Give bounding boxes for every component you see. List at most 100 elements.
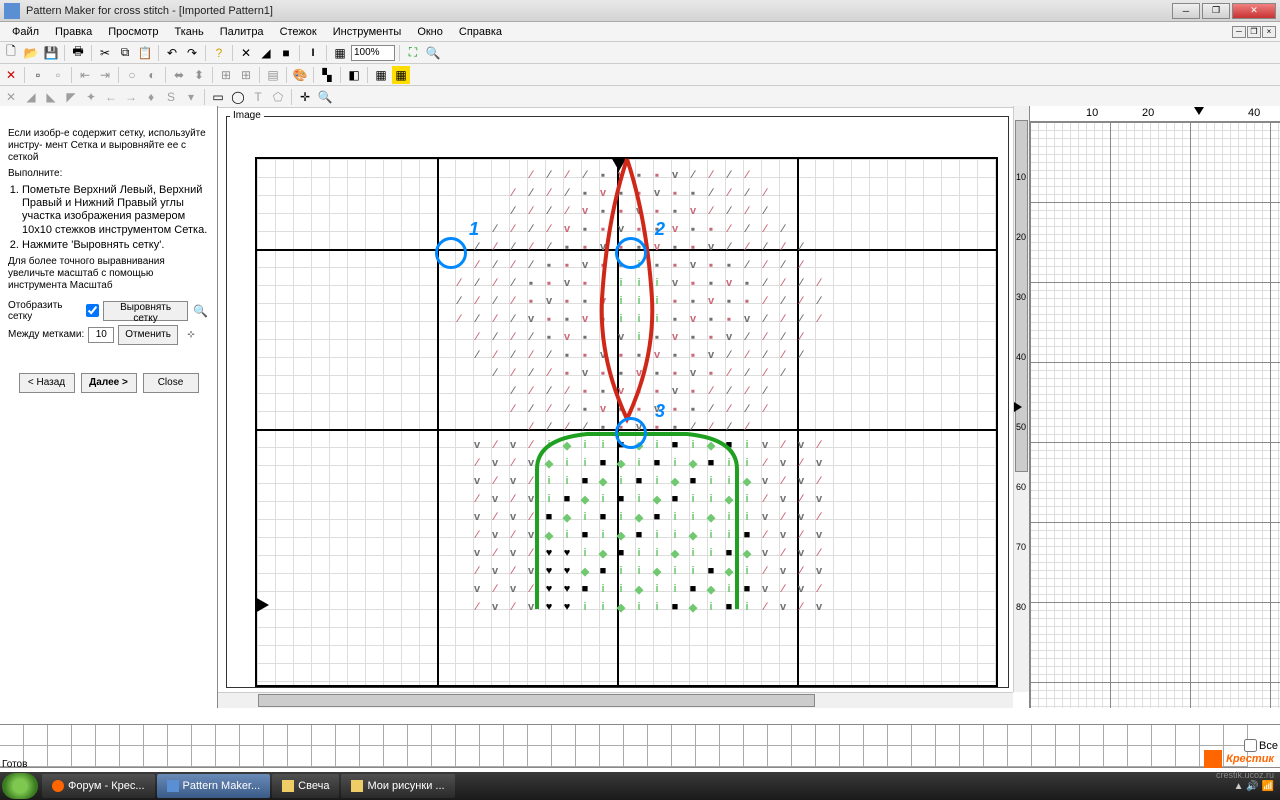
close-button[interactable]: ✕	[1232, 3, 1276, 19]
next-button[interactable]: Далее >	[81, 373, 137, 393]
draw-b-icon[interactable]: ◢	[22, 88, 40, 106]
draw-h-icon[interactable]: ♦	[142, 88, 160, 106]
maximize-button[interactable]: ❐	[1202, 3, 1230, 19]
menu-help[interactable]: Справка	[451, 26, 510, 38]
left-marker-icon	[255, 597, 269, 613]
show-grid-checkbox[interactable]	[86, 304, 99, 317]
tool-e-icon[interactable]: ◐	[143, 66, 161, 84]
grid-corners-icon[interactable]: ⊹	[182, 326, 200, 344]
draw-f-icon[interactable]: ←	[102, 88, 120, 106]
menu-file[interactable]: Файл	[4, 26, 47, 38]
draw-e-icon[interactable]: ✦	[82, 88, 100, 106]
pattern-preview-panel: 10 20 40 10 20 30 40 50 60 70 80	[1030, 106, 1280, 708]
magnify-icon[interactable]: 🔍	[316, 88, 334, 106]
palette-strip[interactable]	[0, 724, 1280, 768]
cancel-grid-button[interactable]: Отменить	[118, 325, 178, 345]
start-button[interactable]	[2, 773, 38, 799]
shape-icon[interactable]: ⬠	[269, 88, 287, 106]
draw-i-icon[interactable]: S	[162, 88, 180, 106]
menu-view[interactable]: Просмотр	[100, 26, 166, 38]
new-icon[interactable]: 🗋	[2, 44, 20, 62]
taskbar-item[interactable]: Мои рисунки ...	[341, 774, 454, 798]
align-grid-button[interactable]: Выровнять сетку	[103, 301, 188, 321]
tool-j-icon[interactable]: ▤	[264, 66, 282, 84]
delete-icon[interactable]: ✕	[2, 66, 20, 84]
taskbar-item[interactable]: Pattern Maker...	[157, 774, 271, 798]
taskbar-item[interactable]: Форум - Крес...	[42, 774, 155, 798]
menu-window[interactable]: Окно	[409, 26, 451, 38]
preview-grid[interactable]: 10 20 30 40 50 60 70 80	[1030, 122, 1280, 708]
mdi-minimize-button[interactable]: ─	[1232, 26, 1246, 38]
cross-stitch-icon[interactable]: ✕	[237, 44, 255, 62]
ruler-tick: 10	[1086, 107, 1098, 119]
ruler-marker-icon	[1194, 107, 1204, 115]
marker-3[interactable]	[615, 417, 647, 449]
draw-d-icon[interactable]: ◤	[62, 88, 80, 106]
menu-fabric[interactable]: Ткань	[166, 26, 211, 38]
text-icon[interactable]: I	[304, 44, 322, 62]
select-icon[interactable]: ▫	[29, 66, 47, 84]
wizard-step-2: Нажмите 'Выровнять сетку'.	[22, 239, 209, 252]
zoom-icon[interactable]: 🔍	[424, 44, 442, 62]
minimize-button[interactable]: ─	[1172, 3, 1200, 19]
pattern-canvas[interactable]: ∕∕∕∕🞍v🞍🞍v∕∕∕∕∕∕∕∕🞍v🞍🞍v🞍🞍∕∕∕∕∕∕∕∕v🞍🞍v🞍🞍v∕…	[255, 157, 998, 687]
quarter-stitch-icon[interactable]: ■	[277, 44, 295, 62]
tool-g-icon[interactable]: ⬍	[190, 66, 208, 84]
ruler-tick: 10	[1016, 172, 1026, 182]
firefox-icon	[52, 780, 64, 792]
print-icon[interactable]: 🖶	[69, 44, 87, 62]
tool-i-icon[interactable]: ⊞	[237, 66, 255, 84]
copy-icon[interactable]: ⧉	[116, 44, 134, 62]
ruler-tick: 60	[1016, 482, 1026, 492]
taskbar-item[interactable]: Свеча	[272, 774, 339, 798]
grid-toggle-icon[interactable]: ▦	[331, 44, 349, 62]
close-wizard-button[interactable]: Close	[143, 373, 199, 393]
zoom-tool-icon[interactable]: 🔍	[192, 302, 209, 320]
menu-edit[interactable]: Правка	[47, 26, 100, 38]
system-tray[interactable]: ▲ 🔊 📶	[1234, 781, 1278, 792]
tool-h-icon[interactable]: ⊞	[217, 66, 235, 84]
marker-2[interactable]	[615, 237, 647, 269]
menu-palette[interactable]: Палитра	[212, 26, 272, 38]
grid-icon[interactable]: ▦	[372, 66, 390, 84]
draw-j-icon[interactable]: ▾	[182, 88, 200, 106]
colors-icon[interactable]: 🎨	[291, 66, 309, 84]
half-stitch-icon[interactable]: ◢	[257, 44, 275, 62]
marquee-rect-icon[interactable]: ▭	[209, 88, 227, 106]
between-input[interactable]	[88, 327, 114, 343]
draw-g-icon[interactable]: →	[122, 88, 140, 106]
tool-a-icon[interactable]: ▫	[49, 66, 67, 84]
zoom-input[interactable]	[351, 45, 395, 61]
redo-icon[interactable]: ↷	[183, 44, 201, 62]
menu-tools[interactable]: Инструменты	[325, 26, 410, 38]
open-icon[interactable]: 📂	[22, 44, 40, 62]
marquee-ellipse-icon[interactable]: ◯	[229, 88, 247, 106]
ruler-tick: 30	[1016, 292, 1026, 302]
mdi-close-button[interactable]: ×	[1262, 26, 1276, 38]
ruler-tick: 40	[1248, 107, 1260, 119]
save-icon[interactable]: 💾	[42, 44, 60, 62]
menu-stitch[interactable]: Стежок	[272, 26, 325, 38]
paste-icon[interactable]: 📋	[136, 44, 154, 62]
tool-d-icon[interactable]: ○	[123, 66, 141, 84]
tool-c-icon[interactable]: ⇥	[96, 66, 114, 84]
draw-c-icon[interactable]: ◣	[42, 88, 60, 106]
palette-b-icon[interactable]: ◧	[345, 66, 363, 84]
grid-highlight-icon[interactable]: ▦	[392, 66, 410, 84]
draw-a-icon[interactable]: ✕	[2, 88, 20, 106]
image-horizontal-scrollbar[interactable]	[218, 692, 1013, 708]
help-icon[interactable]: ?	[210, 44, 228, 62]
palette-a-icon[interactable]: ▚	[318, 66, 336, 84]
marker-1[interactable]	[435, 237, 467, 269]
cut-icon[interactable]: ✂	[96, 44, 114, 62]
type-icon[interactable]: T	[249, 88, 267, 106]
wizard-note: Для более точного выравнивания увеличьте…	[8, 256, 209, 292]
crosshair-icon[interactable]: ✛	[296, 88, 314, 106]
fit-icon[interactable]: ⛶	[404, 44, 422, 62]
tool-b-icon[interactable]: ⇤	[76, 66, 94, 84]
back-button[interactable]: < Назад	[19, 373, 75, 393]
mdi-restore-button[interactable]: ❐	[1247, 26, 1261, 38]
undo-icon[interactable]: ↶	[163, 44, 181, 62]
tool-f-icon[interactable]: ⬌	[170, 66, 188, 84]
watermark: Крестик crestik.ucoz.ru	[1204, 750, 1274, 768]
